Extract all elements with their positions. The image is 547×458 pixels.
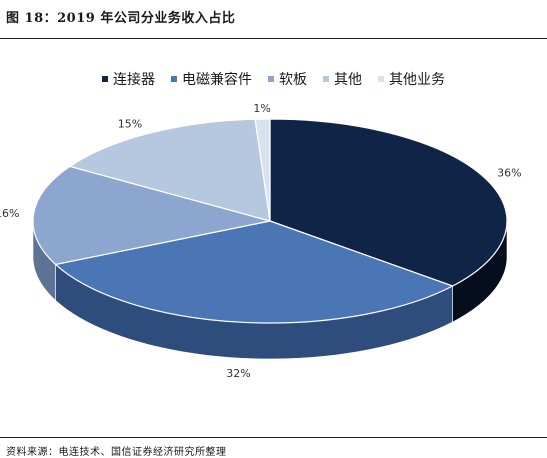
- pie-slice: [68, 118, 271, 222]
- legend-swatch: [102, 76, 108, 82]
- top-rule: [0, 38, 547, 39]
- legend-item: 软板: [268, 69, 307, 89]
- legend-label: 连接器: [113, 72, 155, 88]
- legend-swatch: [268, 76, 274, 82]
- legend-item: 连接器: [102, 69, 155, 89]
- pie-slice: [254, 118, 271, 222]
- legend-item: 其他业务: [378, 69, 445, 89]
- data-label: 32%: [226, 367, 250, 380]
- data-label: 16%: [0, 207, 20, 220]
- chart-legend: 连接器 电磁兼容件 软板 其他 其他业务: [0, 69, 547, 89]
- legend-item: 电磁兼容件: [171, 69, 252, 89]
- legend-label: 其他业务: [389, 72, 445, 88]
- legend-label: 软板: [279, 72, 307, 88]
- data-label: 36%: [497, 166, 521, 179]
- pie-slice: [269, 118, 508, 287]
- legend-swatch: [171, 76, 177, 82]
- legend-label: 电磁兼容件: [182, 72, 252, 88]
- bottom-rule: [0, 437, 547, 438]
- pie-chart: 36% 32% 16% 15% 1%: [0, 102, 522, 380]
- legend-item: 其他: [323, 69, 362, 89]
- source-note: 资料来源：电连技术、国信证券经济研究所整理: [6, 447, 227, 458]
- pie-slice: [32, 165, 271, 266]
- figure-title: 图 18：2019 年公司分业务收入占比: [6, 11, 236, 26]
- data-label: 1%: [253, 102, 270, 115]
- data-label: 15%: [118, 118, 142, 131]
- legend-swatch: [323, 76, 329, 82]
- legend-label: 其他: [334, 72, 362, 88]
- legend-swatch: [378, 76, 384, 82]
- pie-slice: [54, 220, 455, 324]
